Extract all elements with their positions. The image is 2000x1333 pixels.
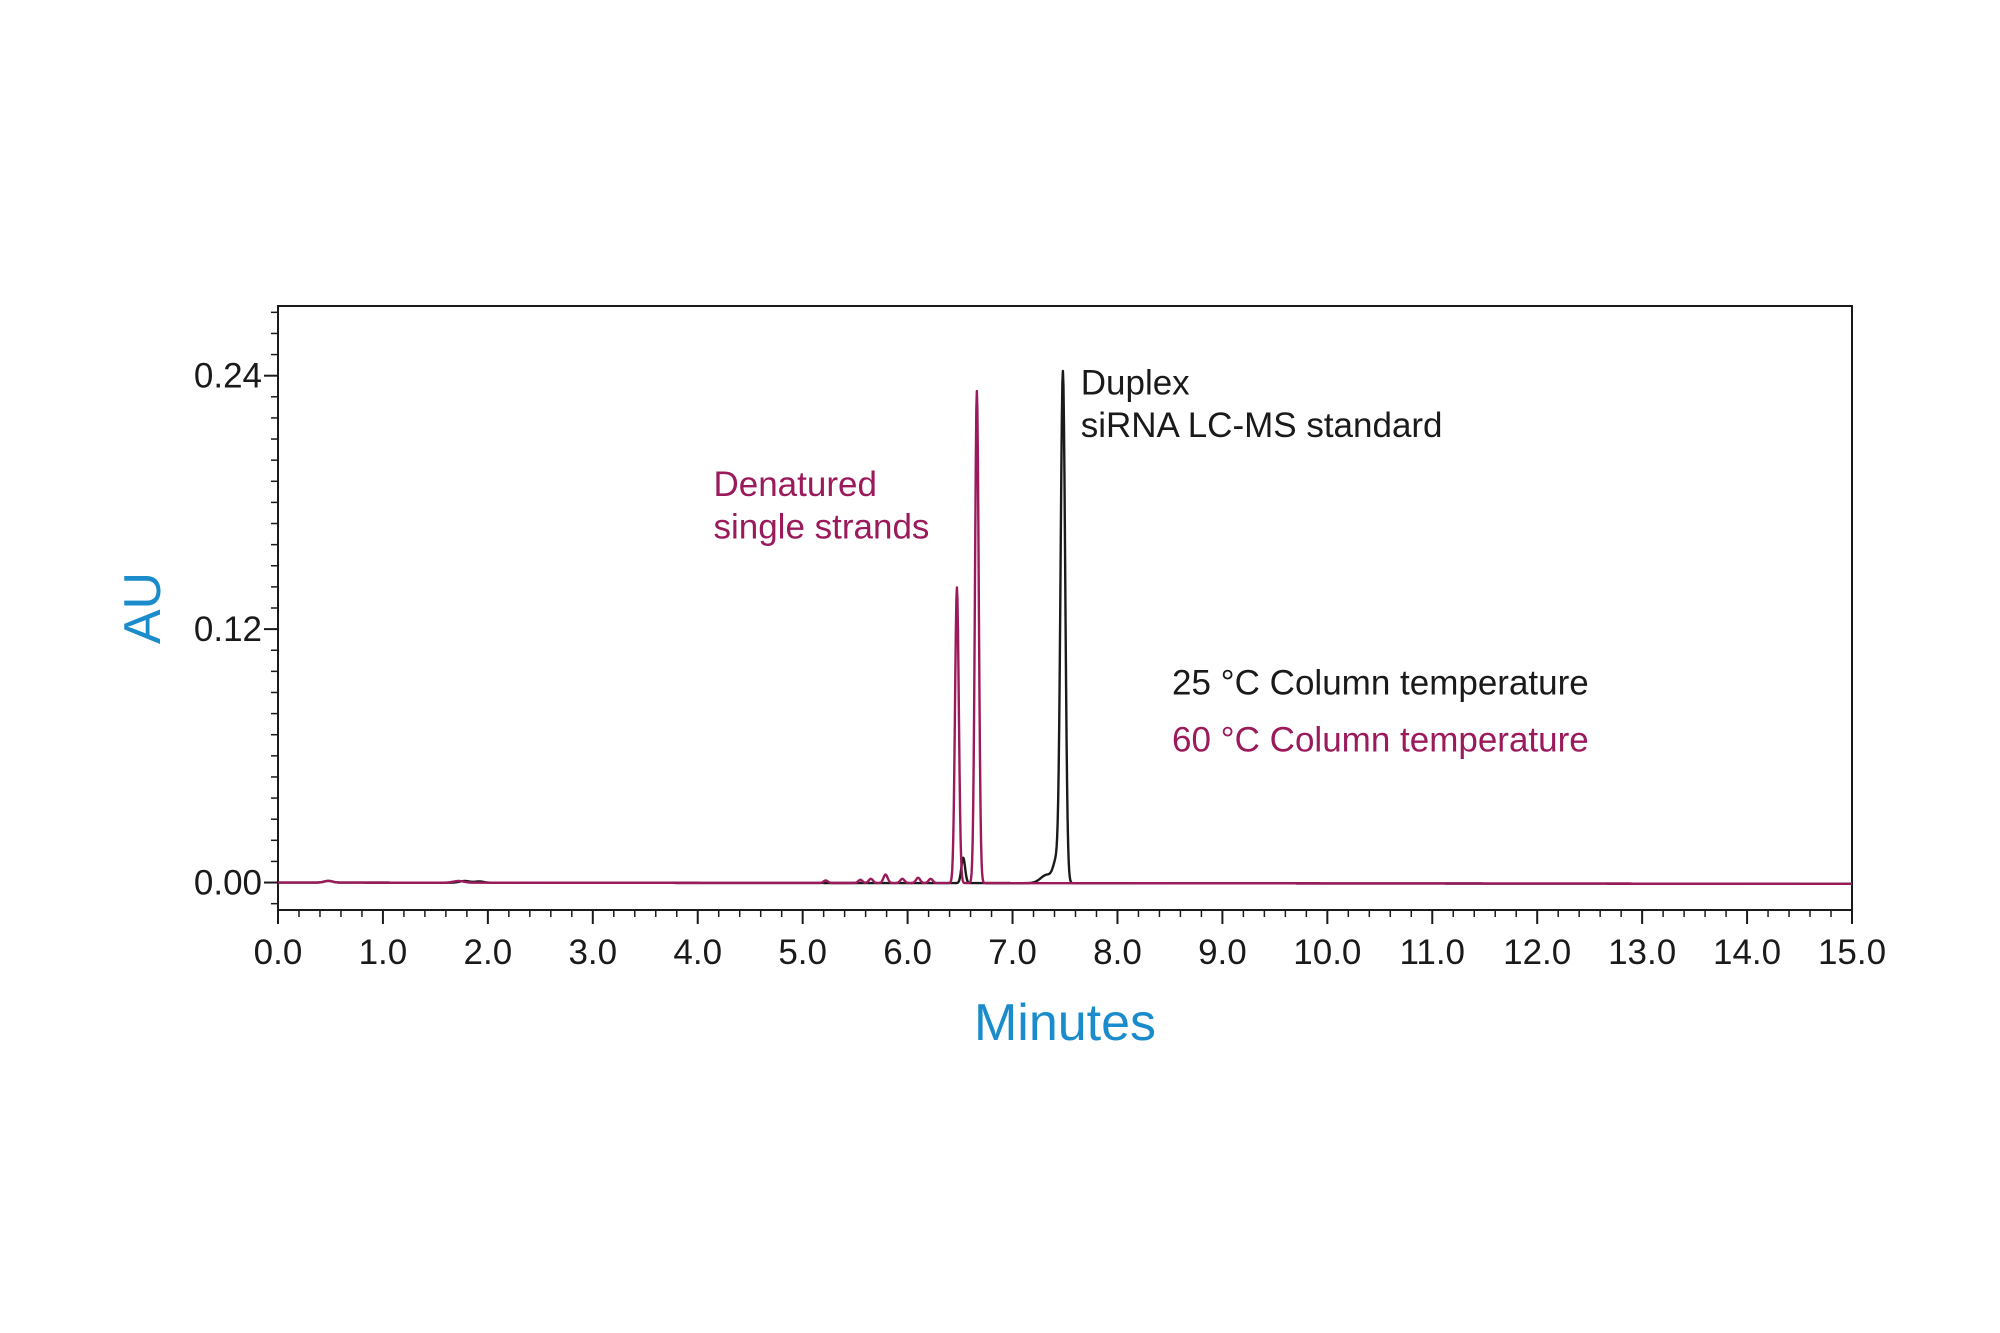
y-axis: 0.00 0.12 0.24 [194,311,278,905]
y-axis-title: AU [114,572,172,644]
x-tick-label: 1.0 [359,933,408,972]
y-tick-label: 0.24 [194,357,262,396]
x-tick-label: 7.0 [988,933,1037,972]
x-tick-label: 5.0 [778,933,827,972]
annotation-duplex-line-1: Duplex [1081,364,1190,403]
x-tick-label: 10.0 [1293,933,1361,972]
series-line-25c [277,369,1853,886]
y-tick-label: 0.00 [194,864,262,903]
x-tick-label: 15.0 [1818,933,1886,972]
x-axis-title: Minutes [974,994,1156,1052]
x-tick-label: 6.0 [883,933,932,972]
x-tick-label: 13.0 [1608,933,1676,972]
x-axis: 0.0 1.0 2.0 3.0 4.0 5.0 6.0 7.0 8.0 9.0 10.0 11.0 12… [254,910,1886,972]
annotation-legend-25c: 25 °C Column temperature [1172,664,1589,703]
x-tick-label: 2.0 [464,933,513,972]
x-tick-label: 0.0 [254,933,303,972]
x-tick-label: 4.0 [673,933,722,972]
annotation-denatured-line-2: single strands [713,507,929,546]
x-tick-label: 8.0 [1093,933,1142,972]
x-tick-label: 12.0 [1503,933,1571,972]
series-line-60c [277,389,1853,886]
x-tick-label: 3.0 [568,933,617,972]
x-tick-label: 9.0 [1198,933,1247,972]
annotation-duplex-line-2: siRNA LC-MS standard [1081,406,1443,445]
series-layer [277,369,1853,886]
annotation-denatured-line-1: Denatured [713,465,876,504]
annotation-legend-60c: 60 °C Column temperature [1172,721,1589,760]
y-tick-label: 0.12 [194,610,262,649]
x-tick-label: 11.0 [1400,933,1466,972]
x-tick-label: 14.0 [1713,933,1781,972]
